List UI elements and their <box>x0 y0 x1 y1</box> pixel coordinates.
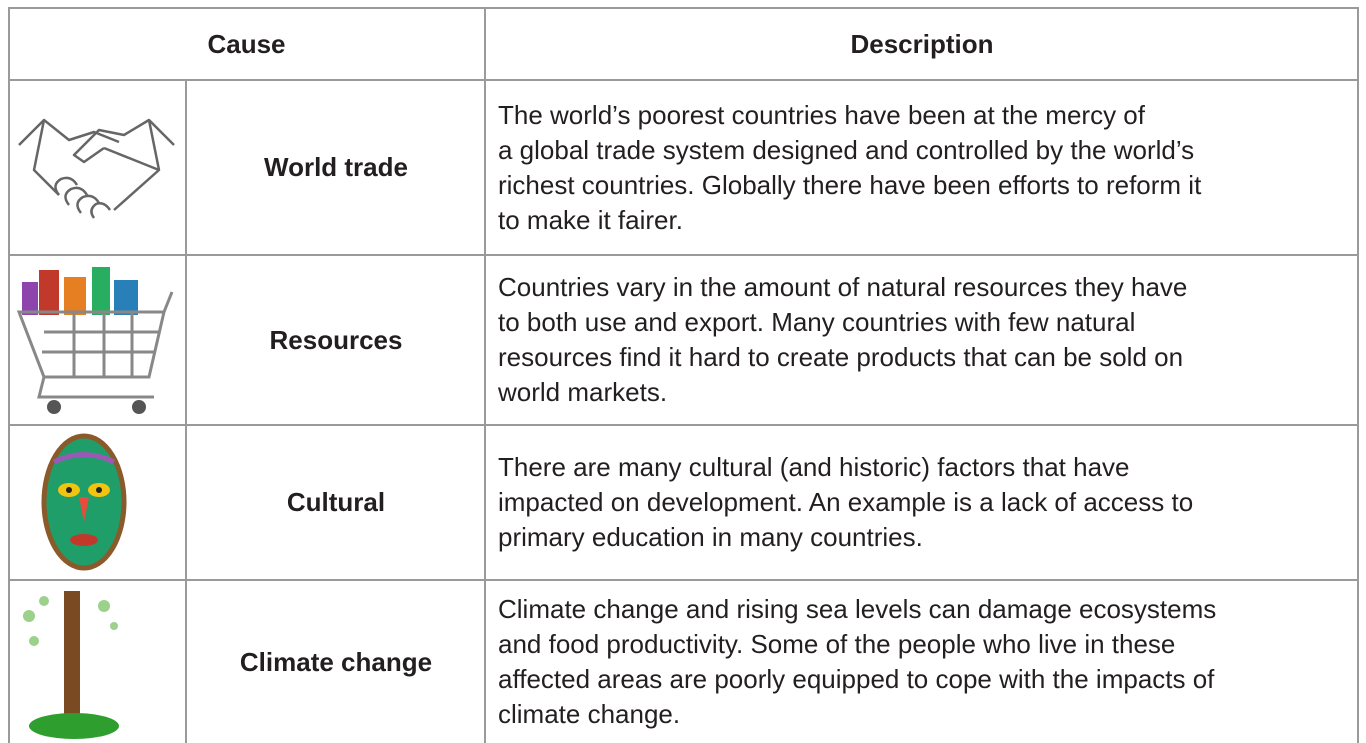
rule <box>185 79 187 743</box>
description-line: to make it fairer. <box>498 204 683 235</box>
description-line: resources find it hard to create product… <box>498 342 1184 372</box>
rule <box>484 7 486 743</box>
description-line: and food productivity. Some of the peopl… <box>498 629 1176 659</box>
description-line: affected areas are poorly equipped to co… <box>498 664 1215 694</box>
handshake-icon <box>18 118 175 219</box>
cause-cell: Cultural <box>286 487 386 517</box>
description-line: world markets. <box>498 377 668 407</box>
description-line: There are many cultural (and historic) f… <box>498 452 1130 482</box>
description-line: Countries vary in the amount of natural … <box>498 272 1188 302</box>
description-line: to both use and export. Many countries w… <box>498 307 1136 337</box>
cause-cell: Climate change <box>239 646 433 677</box>
cart-icon <box>16 267 174 414</box>
description-line: The world’s poorest countries have been … <box>498 99 1145 130</box>
rule <box>8 254 1359 256</box>
description-cell: The world’s poorest countries have been … <box>498 81 1348 254</box>
rule <box>8 7 1359 9</box>
rule <box>1357 7 1359 743</box>
description-line: primary education in many countries. <box>498 522 923 552</box>
rule <box>8 424 1359 426</box>
mask-icon <box>41 433 127 571</box>
rule <box>8 7 10 743</box>
description-line: a global trade system designed and contr… <box>498 134 1195 165</box>
description-line: impacted on development. An example is a… <box>498 487 1194 517</box>
description-line: Climate change and rising sea levels can… <box>498 594 1217 624</box>
description-cell: Countries vary in the amount of natural … <box>498 256 1348 424</box>
description-cell: There are many cultural (and historic) f… <box>498 426 1348 579</box>
description-line: richest countries. Globally there have b… <box>498 169 1202 200</box>
cause-cell: Resources <box>269 324 403 355</box>
description-cell: Climate change and rising sea levels can… <box>498 581 1348 743</box>
rule <box>8 79 1359 81</box>
header-cell: Description <box>850 28 994 59</box>
header-cell: Cause <box>207 28 286 59</box>
rule <box>8 579 1359 581</box>
tree-icon <box>23 591 119 739</box>
cause-cell: World trade <box>264 152 408 182</box>
description-line: climate change. <box>498 699 681 729</box>
